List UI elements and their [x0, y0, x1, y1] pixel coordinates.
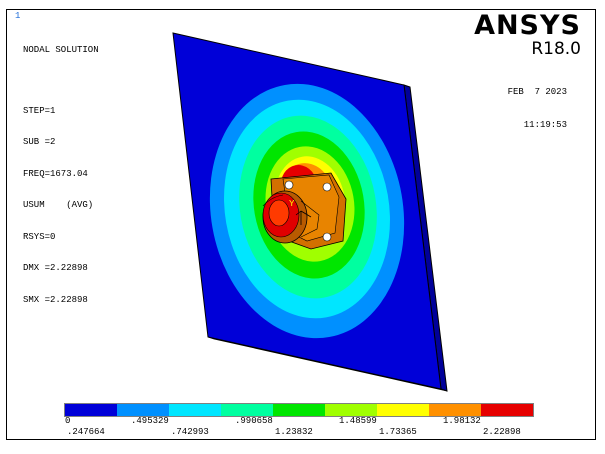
version-label: R18.0	[531, 39, 581, 59]
ansys-logo: ANSYS R18.0	[474, 10, 581, 59]
legend-label-bottom-2: .742993	[171, 427, 209, 437]
legend-swatch-1	[65, 404, 117, 416]
date-label: FEB 7 2023	[507, 87, 567, 97]
color-legend: 0 .495329 .990658 1.48599 1.98132 .247664 .742…	[63, 402, 541, 437]
legend-label-bottom-3: 1.23832	[275, 427, 313, 437]
info-smx: SMX =2.22898	[23, 294, 88, 305]
brand-name: ANSYS	[474, 10, 581, 41]
legend-swatch-2	[117, 404, 169, 416]
legend-label-bottom-4: 1.73365	[379, 427, 417, 437]
legend-label-top-5: 1.98132	[443, 416, 481, 426]
legend-label-top-4: 1.48599	[339, 416, 377, 426]
info-step: STEP=1	[23, 105, 56, 116]
legend-swatch-6	[325, 404, 377, 416]
legend-swatch-7	[377, 404, 429, 416]
legend-label-bottom-1: .247664	[67, 427, 105, 437]
info-freq: FREQ=1673.04	[23, 168, 88, 179]
legend-label-top-2: .495329	[131, 416, 169, 426]
solution-info: NODAL SOLUTION STEP=1 SUB =2 FREQ=1673.0…	[23, 24, 99, 326]
info-rsys: RSYS=0	[23, 231, 56, 242]
coordinate-triad: Y	[289, 199, 312, 225]
legend-color-bar	[64, 403, 534, 417]
legend-swatch-3	[169, 404, 221, 416]
contour-model[interactable]: Y	[7, 10, 595, 439]
nozzle-part	[262, 190, 320, 244]
legend-label-top-1: 0	[65, 416, 71, 426]
timestamp: FEB 7 2023 11:19:53	[508, 65, 567, 153]
info-usum: USUM (AVG)	[23, 200, 94, 210]
legend-swatch-5	[273, 404, 325, 416]
info-dmx: DMX =2.22898	[23, 263, 88, 273]
legend-swatch-9	[481, 404, 533, 416]
legend-label-bottom-5: 2.22898	[483, 427, 521, 437]
info-sub: SUB =2	[23, 137, 56, 147]
legend-frame	[64, 403, 534, 417]
graphics-window[interactable]: 1 NODAL SOLUTION STEP=1 SUB =2 FREQ=1673…	[6, 9, 596, 440]
legend-swatch-8	[429, 404, 481, 416]
time-label: 11:19:53	[523, 120, 567, 130]
triad-y-label: Y	[289, 199, 295, 209]
legend-swatch-4	[221, 404, 273, 416]
solution-title: NODAL SOLUTION	[23, 45, 99, 55]
window-number: 1	[15, 11, 21, 21]
legend-label-top-3: .990658	[235, 416, 273, 426]
